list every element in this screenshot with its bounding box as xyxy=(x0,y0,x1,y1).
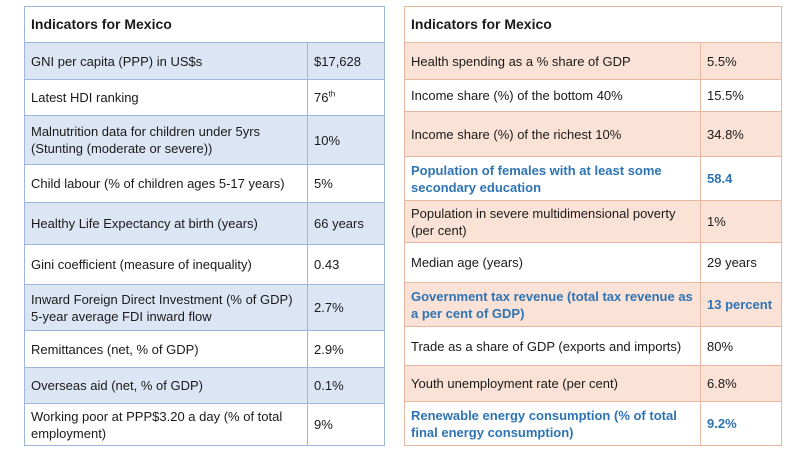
table-row: Inward Foreign Direct Investment (% of G… xyxy=(24,284,385,331)
indicator-value: $17,628 xyxy=(307,42,385,80)
table-row: Population in severe multidimensional po… xyxy=(404,200,782,243)
table-row: Income share (%) of the richest 10% 34.8… xyxy=(404,111,782,157)
indicator-label: Health spending as a % share of GDP xyxy=(404,42,701,80)
indicator-label: Malnutrition data for children under 5yr… xyxy=(24,115,308,165)
table-row: Child labour (% of children ages 5-17 ye… xyxy=(24,164,385,203)
indicator-label: Renewable energy consumption (% of total… xyxy=(404,401,701,446)
table-row: Population of females with at least some… xyxy=(404,156,782,201)
indicator-label: Healthy Life Expectancy at birth (years) xyxy=(24,202,308,245)
table-row: Healthy Life Expectancy at birth (years)… xyxy=(24,202,385,245)
indicator-label: Population of females with at least some… xyxy=(404,156,701,201)
indicator-label: Inward Foreign Direct Investment (% of G… xyxy=(24,284,308,331)
indicator-value: 58.4 xyxy=(700,156,782,201)
indicator-label: Trade as a share of GDP (exports and imp… xyxy=(404,326,701,366)
indicator-value-number: 76 xyxy=(314,90,329,105)
table-title: Indicators for Mexico xyxy=(24,6,385,43)
indicator-value: 34.8% xyxy=(700,111,782,157)
table-row: Health spending as a % share of GDP 5.5% xyxy=(404,42,782,80)
indicator-label: Population in severe multidimensional po… xyxy=(404,200,701,243)
indicator-value: 2.9% xyxy=(307,330,385,368)
table-row: GNI per capita (PPP) in US$s $17,628 xyxy=(24,42,385,80)
indicator-label: Latest HDI ranking xyxy=(24,79,308,116)
indicator-value: 6.8% xyxy=(700,365,782,402)
table-row: Government tax revenue (total tax revenu… xyxy=(404,282,782,327)
indicator-value: 2.7% xyxy=(307,284,385,331)
table-row: Overseas aid (net, % of GDP) 0.1% xyxy=(24,367,385,404)
table-row: Latest HDI ranking 76th xyxy=(24,79,385,116)
table-row: Working poor at PPP$3.20 a day (% of tot… xyxy=(24,403,385,446)
indicator-value: 0.43 xyxy=(307,244,385,285)
indicator-label: Child labour (% of children ages 5-17 ye… xyxy=(24,164,308,203)
indicator-value: 15.5% xyxy=(700,79,782,112)
indicator-value: 76th xyxy=(307,79,385,116)
indicator-value: 29 years xyxy=(700,242,782,283)
indicator-value: 13 percent xyxy=(700,282,782,327)
table-title: Indicators for Mexico xyxy=(404,6,782,43)
table-row: Gini coefficient (measure of inequality)… xyxy=(24,244,385,285)
right-indicators-table: Indicators for Mexico Health spending as… xyxy=(404,6,782,446)
indicator-label: Working poor at PPP$3.20 a day (% of tot… xyxy=(24,403,308,446)
indicator-label: Government tax revenue (total tax revenu… xyxy=(404,282,701,327)
indicator-value: 5.5% xyxy=(700,42,782,80)
table-row: Renewable energy consumption (% of total… xyxy=(404,401,782,446)
indicator-label: Income share (%) of the bottom 40% xyxy=(404,79,701,112)
indicator-value: 66 years xyxy=(307,202,385,245)
indicator-label: GNI per capita (PPP) in US$s xyxy=(24,42,308,80)
indicator-value: 9% xyxy=(307,403,385,446)
indicator-label: Gini coefficient (measure of inequality) xyxy=(24,244,308,285)
indicator-label: Remittances (net, % of GDP) xyxy=(24,330,308,368)
table-row: Malnutrition data for children under 5yr… xyxy=(24,115,385,165)
indicator-label: Youth unemployment rate (per cent) xyxy=(404,365,701,402)
table-header: Indicators for Mexico xyxy=(24,6,385,43)
indicator-value: 1% xyxy=(700,200,782,243)
indicator-value: 10% xyxy=(307,115,385,165)
table-header: Indicators for Mexico xyxy=(404,6,782,43)
left-indicators-table: Indicators for Mexico GNI per capita (PP… xyxy=(24,6,385,446)
indicator-label: Overseas aid (net, % of GDP) xyxy=(24,367,308,404)
table-row: Median age (years) 29 years xyxy=(404,242,782,283)
indicator-value-suffix: th xyxy=(328,89,336,99)
table-row: Income share (%) of the bottom 40% 15.5% xyxy=(404,79,782,112)
indicator-value: 80% xyxy=(700,326,782,366)
indicator-value: 9.2% xyxy=(700,401,782,446)
table-row: Trade as a share of GDP (exports and imp… xyxy=(404,326,782,366)
indicator-value: 0.1% xyxy=(307,367,385,404)
table-row: Youth unemployment rate (per cent) 6.8% xyxy=(404,365,782,402)
indicator-value: 5% xyxy=(307,164,385,203)
indicator-label: Median age (years) xyxy=(404,242,701,283)
indicator-label: Income share (%) of the richest 10% xyxy=(404,111,701,157)
table-row: Remittances (net, % of GDP) 2.9% xyxy=(24,330,385,368)
